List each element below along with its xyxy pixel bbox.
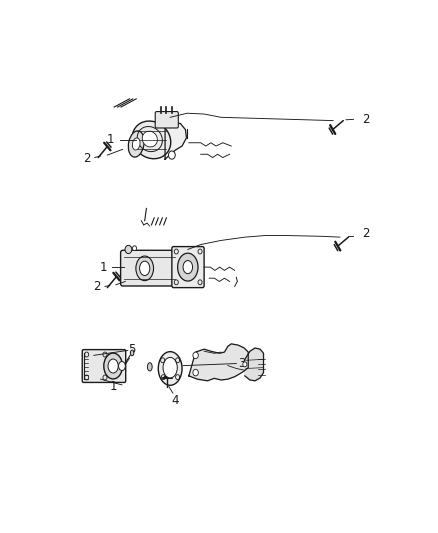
Ellipse shape bbox=[132, 121, 171, 159]
Text: 2: 2 bbox=[362, 227, 369, 239]
FancyBboxPatch shape bbox=[155, 111, 178, 128]
Circle shape bbox=[193, 352, 198, 359]
Ellipse shape bbox=[104, 353, 123, 379]
Ellipse shape bbox=[131, 350, 134, 356]
Polygon shape bbox=[165, 122, 187, 159]
Ellipse shape bbox=[140, 261, 150, 276]
Text: 1: 1 bbox=[107, 133, 114, 147]
Circle shape bbox=[125, 245, 132, 254]
Circle shape bbox=[169, 151, 175, 159]
Text: 4: 4 bbox=[172, 394, 179, 407]
Text: 5: 5 bbox=[128, 343, 135, 356]
Ellipse shape bbox=[178, 253, 198, 281]
FancyBboxPatch shape bbox=[120, 251, 177, 286]
Ellipse shape bbox=[183, 261, 193, 273]
Text: 2: 2 bbox=[93, 280, 101, 293]
Ellipse shape bbox=[148, 363, 152, 371]
FancyBboxPatch shape bbox=[172, 247, 204, 288]
Ellipse shape bbox=[158, 352, 182, 385]
Polygon shape bbox=[245, 348, 264, 381]
Circle shape bbox=[243, 362, 247, 367]
Ellipse shape bbox=[132, 138, 140, 150]
Ellipse shape bbox=[136, 256, 154, 281]
Ellipse shape bbox=[142, 131, 157, 147]
Text: 1: 1 bbox=[100, 261, 107, 273]
Text: 2: 2 bbox=[83, 152, 90, 165]
Text: 1: 1 bbox=[110, 379, 117, 393]
Ellipse shape bbox=[128, 131, 144, 157]
FancyBboxPatch shape bbox=[82, 350, 126, 383]
Circle shape bbox=[132, 246, 137, 251]
Ellipse shape bbox=[108, 359, 118, 373]
Text: 2: 2 bbox=[362, 113, 369, 126]
Ellipse shape bbox=[119, 361, 125, 370]
Polygon shape bbox=[189, 344, 248, 381]
Ellipse shape bbox=[163, 358, 177, 378]
Text: 3: 3 bbox=[238, 357, 245, 370]
Circle shape bbox=[193, 369, 198, 376]
